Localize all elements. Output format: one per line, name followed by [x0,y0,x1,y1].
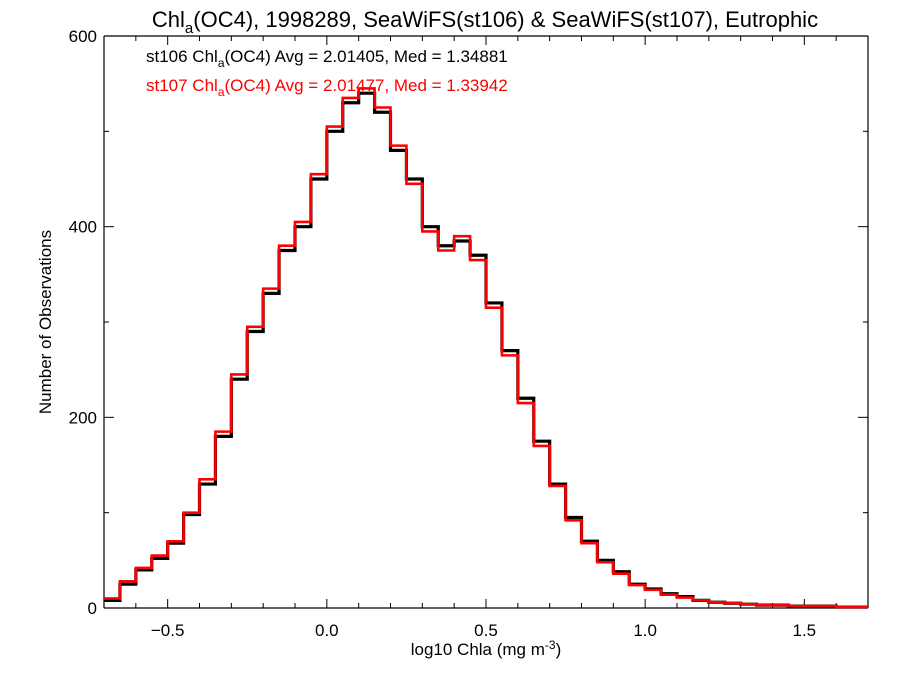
y-axis-label: Number of Observations [36,230,55,414]
x-tick-label: 0.5 [474,621,498,640]
y-ticks: 0 200 400 600 [69,27,868,618]
x-tick-label: 1.5 [793,621,817,640]
chart-title-subscript: a [185,20,194,37]
y-tick-label: 400 [69,218,97,237]
x-tick-label: 0.0 [315,621,339,640]
chart-title-rest: (OC4), 1998289, SeaWiFS(st106) & SeaWiFS… [193,7,818,32]
y-tick-label: 600 [69,27,97,46]
x-ticks: −0.5 0.0 0.5 1.0 1.5 [135,36,837,640]
x-axis-label-main: log10 Chla (mg m [411,640,545,659]
x-tick-label: 1.0 [633,621,657,640]
annotation-st107-subscript: a [218,85,225,99]
annotation-st107-prefix: st107 Chl [146,76,218,95]
x-axis-label-end: ) [556,640,562,659]
chart-title: Chla(OC4), 1998289, SeaWiFS(st106) & Sea… [152,7,818,37]
x-axis-label: log10 Chla (mg m-3) [411,638,562,659]
y-tick-label: 200 [69,408,97,427]
annotation-st106-subscript: a [218,56,225,70]
plot-frame [103,35,869,609]
x-tick-label: −0.5 [151,621,185,640]
annotation-st106-prefix: st106 Chl [146,47,218,66]
series-st107-histogram [104,87,868,609]
x-axis-label-superscript: -3 [545,638,556,652]
annotation-st106: st106 Chla(OC4) Avg = 2.01405, Med = 1.3… [146,47,508,70]
annotation-st107-suffix: (OC4) Avg = 2.01477, Med = 1.33942 [225,76,508,95]
series-group [104,87,868,609]
y-tick-label: 0 [88,599,97,618]
annotation-st106-suffix: (OC4) Avg = 2.01405, Med = 1.34881 [225,47,508,66]
series-st106-histogram [104,91,868,609]
chart-title-main: Chl [152,7,185,32]
annotation-st107: st107 Chla(OC4) Avg = 2.01477, Med = 1.3… [146,76,508,99]
